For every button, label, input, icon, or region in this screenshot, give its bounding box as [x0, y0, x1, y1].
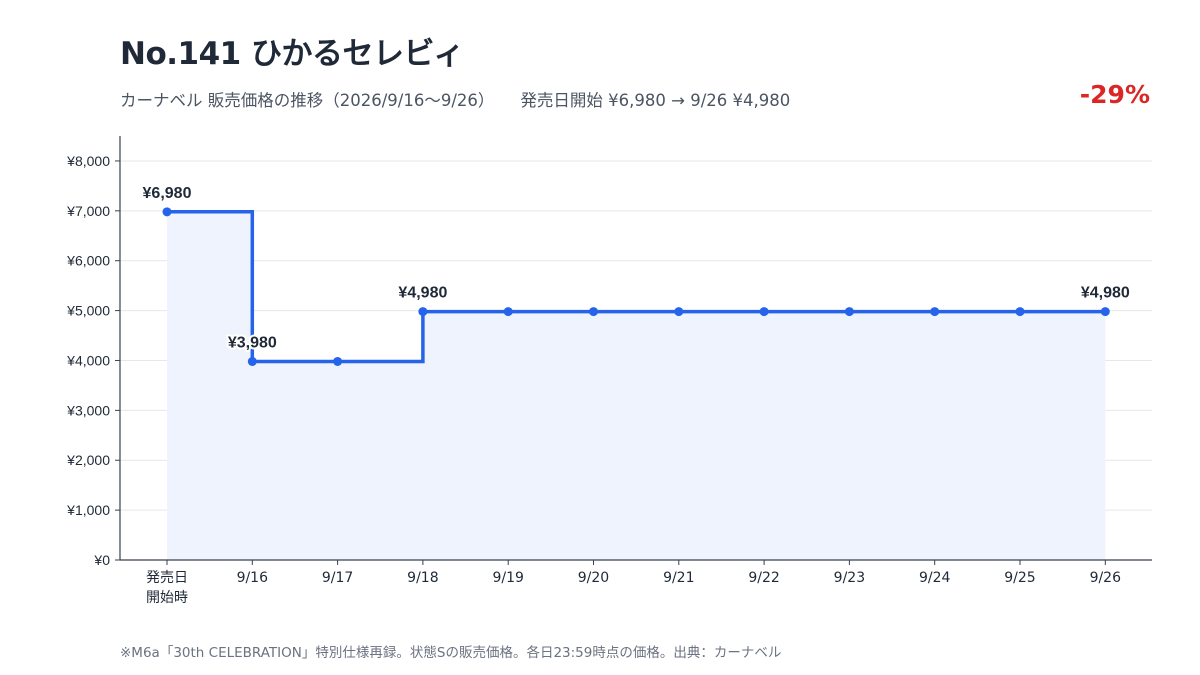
x-tick-label: 9/25: [1004, 570, 1035, 586]
price-line: [167, 210, 1106, 364]
data-point: [844, 307, 854, 317]
data-label: ¥4,980: [1081, 285, 1130, 302]
data-point: [247, 356, 257, 366]
x-tick-label: 開始時: [146, 590, 188, 606]
y-tick-label: ¥5,000: [66, 303, 110, 319]
page-title: No.141 ひかるセレビィ: [120, 36, 464, 72]
y-tick-label: ¥0: [93, 552, 110, 568]
subtitle-price-change: 発売日開始 ¥6,980 → 9/26 ¥4,980: [520, 91, 791, 110]
footnote: ※M6a「30th CELEBRATION」特別仕様再録。状態Sの販売価格。各日…: [120, 645, 782, 661]
x-tick-label: 9/19: [492, 570, 523, 586]
change-percent-badge: -29%: [1079, 80, 1150, 109]
data-point: [759, 307, 769, 317]
y-tick-label: ¥2,000: [66, 452, 110, 468]
price-area: [167, 211, 1106, 561]
y-tick-label: ¥3,000: [66, 402, 110, 418]
data-point: [503, 307, 513, 317]
y-tick-label: ¥6,000: [66, 253, 110, 269]
x-tick-label: 発売日: [146, 570, 188, 586]
y-tick-label: ¥8,000: [66, 153, 110, 169]
y-tick-label: ¥7,000: [66, 203, 110, 219]
x-tick-label: 9/18: [407, 570, 438, 586]
data-point: [1015, 307, 1025, 317]
data-point: [930, 307, 940, 317]
x-tick-label: 9/16: [237, 570, 269, 586]
subtitle-period: カーナベル 販売価格の推移（2026/9/16〜9/26）: [120, 91, 495, 110]
x-tick-label: 9/21: [663, 570, 694, 586]
x-tick-label: 9/20: [578, 570, 609, 586]
data-label: ¥3,980: [228, 334, 277, 351]
x-tick-label: 9/17: [322, 570, 353, 586]
data-label: ¥4,980: [398, 285, 447, 302]
data-point: [162, 207, 172, 217]
data-point: [333, 356, 343, 366]
data-label: ¥6,980: [143, 185, 192, 202]
data-point: [589, 307, 598, 317]
subtitle: カーナベル 販売価格の推移（2026/9/16〜9/26） 発売日開始 ¥6,98…: [120, 87, 790, 111]
x-tick-label: 9/26: [1090, 570, 1122, 586]
data-point: [674, 307, 684, 317]
x-tick-label: 9/23: [834, 570, 865, 586]
x-tick-label: 9/22: [748, 570, 779, 586]
y-tick-label: ¥1,000: [66, 502, 110, 518]
data-point: [418, 307, 428, 317]
data-point: [1100, 307, 1110, 317]
y-tick-label: ¥4,000: [66, 352, 110, 368]
x-tick-label: 9/24: [919, 570, 951, 586]
